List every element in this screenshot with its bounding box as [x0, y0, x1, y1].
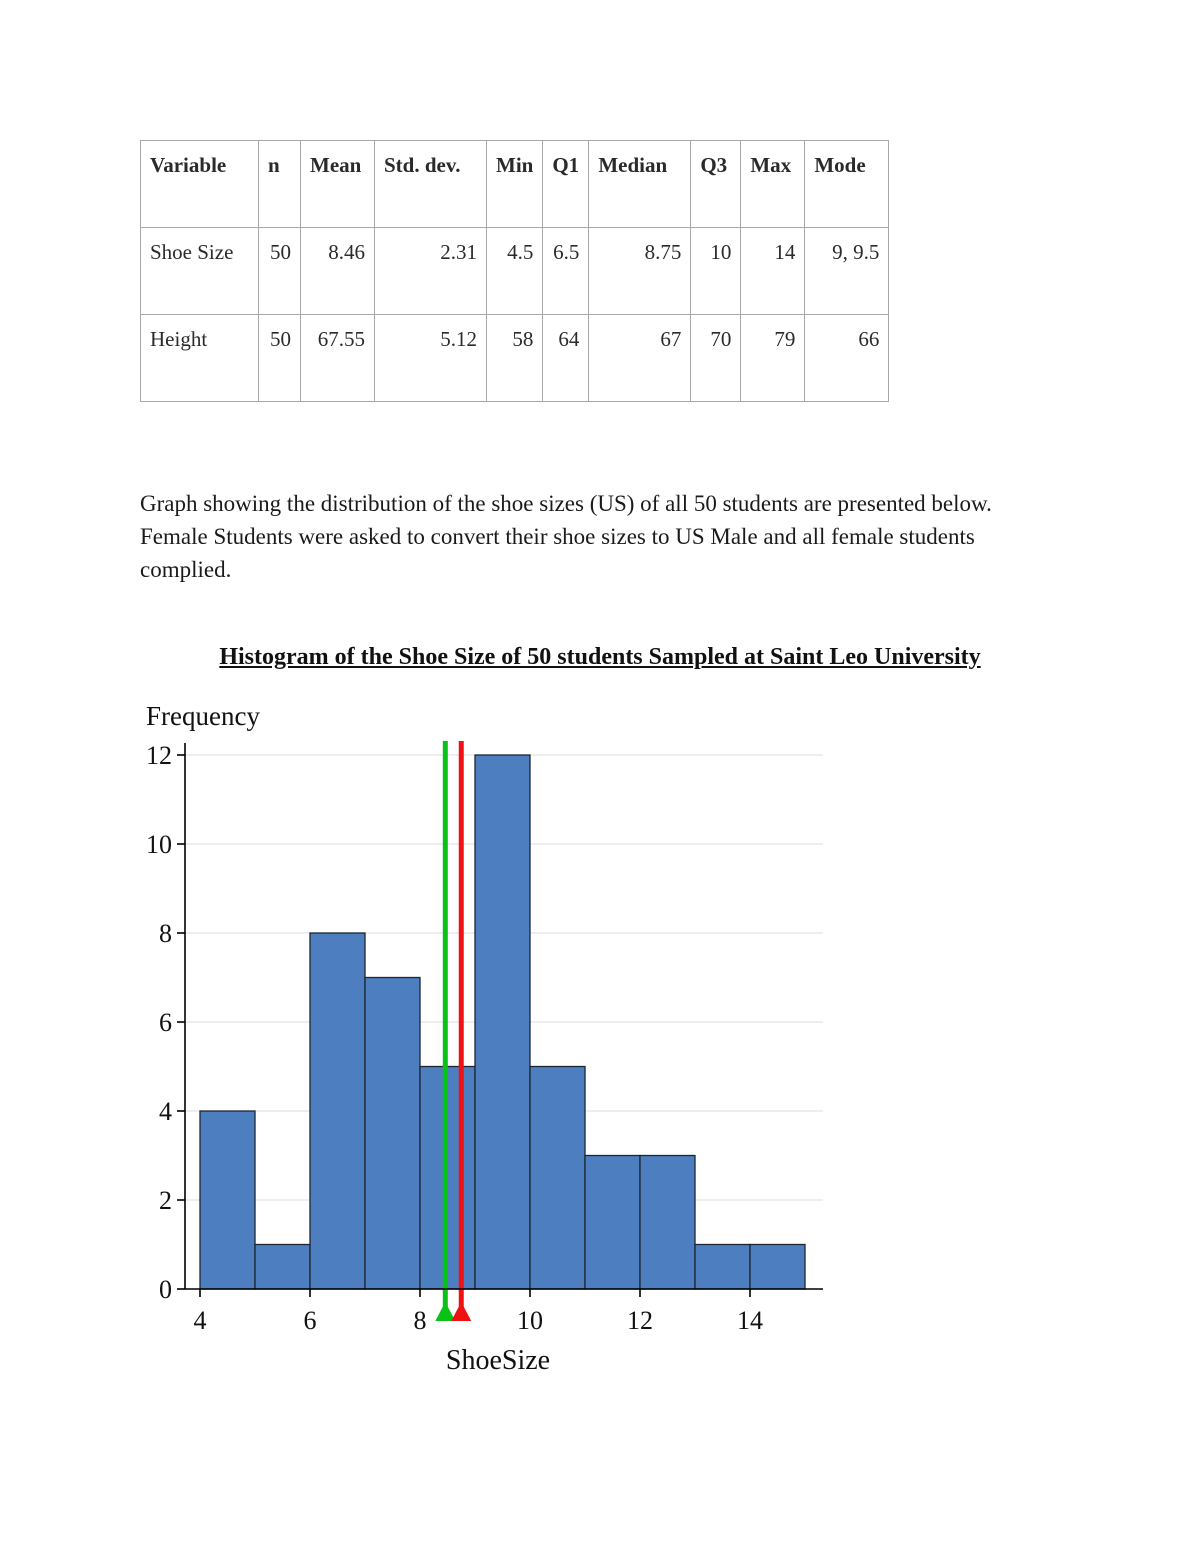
cell-q1: 6.5	[542, 227, 590, 315]
cell-min: 58	[485, 314, 544, 402]
histogram-bar	[309, 932, 366, 1290]
col-header-q3: Q3	[690, 140, 742, 228]
histogram-bar	[584, 1154, 641, 1290]
cell-n: 50	[258, 227, 301, 315]
col-header-mean: Mean	[300, 140, 375, 228]
cell-q1: 64	[542, 314, 590, 402]
cell-max: 79	[740, 314, 806, 402]
histogram-bar	[529, 1065, 586, 1290]
y-tick-label: 4	[159, 1097, 172, 1126]
y-tick-label: 10	[146, 830, 172, 859]
cell-mean: 67.55	[300, 314, 375, 402]
col-header-std-dev: Std. dev.	[374, 140, 487, 228]
chart-container: 0 2 4 6 8 10 12 4 6 8 10 12 14 Frequency ShoeSize	[140, 689, 1060, 1389]
cell-mean: 8.46	[300, 227, 375, 315]
histogram-bar	[639, 1154, 696, 1290]
col-header-n: n	[258, 140, 301, 228]
cell-min: 4.5	[485, 227, 544, 315]
y-tick-label: 12	[146, 741, 172, 770]
x-tick-label: 10	[517, 1306, 543, 1335]
table-header-row: Variable n Mean Std. dev. Min Q1 Median …	[140, 140, 890, 228]
cell-median: 67	[588, 314, 692, 402]
x-tick-label: 8	[414, 1306, 427, 1335]
cell-std-dev: 2.31	[374, 227, 487, 315]
x-axis-title: ShoeSize	[446, 1345, 550, 1376]
description-paragraph: Graph showing the distribution of the sh…	[140, 491, 992, 582]
y-tick-label: 2	[159, 1186, 172, 1215]
cell-mode: 9, 9.5	[804, 227, 890, 315]
col-header-mode: Mode	[804, 140, 890, 228]
x-tick-label: 4	[194, 1306, 207, 1335]
histogram-bar	[199, 1110, 256, 1290]
y-tick-label: 0	[159, 1275, 172, 1304]
table-row-height: Height 50 67.55 5.12 58 64 67 70 79 66	[140, 314, 890, 402]
shoe-size-histogram-svg: 0 2 4 6 8 10 12 4 6 8 10 12 14 Frequency ShoeSize	[146, 701, 823, 1376]
cell-std-dev: 5.12	[374, 314, 487, 402]
histogram-bar	[474, 754, 531, 1290]
x-tick-label: 6	[304, 1306, 317, 1335]
y-axis-title: Frequency	[146, 701, 260, 731]
median-marker-icon	[451, 1302, 472, 1321]
mean-marker-icon	[435, 1302, 456, 1321]
histogram-bar	[694, 1243, 751, 1290]
x-tick-label: 12	[627, 1306, 653, 1335]
y-tick-label: 8	[159, 919, 172, 948]
col-header-min: Min	[485, 140, 544, 228]
histogram-bar	[749, 1243, 806, 1290]
cell-variable: Shoe Size	[140, 227, 259, 315]
col-header-variable: Variable	[140, 140, 259, 228]
y-tick-label: 6	[159, 1008, 172, 1037]
col-header-max: Max	[740, 140, 806, 228]
col-header-median: Median	[588, 140, 692, 228]
histogram-bar	[254, 1243, 311, 1290]
cell-max: 14	[740, 227, 806, 315]
cell-median: 8.75	[588, 227, 692, 315]
histogram-bar	[364, 976, 421, 1290]
cell-variable: Height	[140, 314, 259, 402]
x-tick-label: 14	[737, 1306, 763, 1335]
chart-title: Histogram of the Shoe Size of 50 student…	[219, 644, 981, 670]
col-header-q1: Q1	[542, 140, 590, 228]
summary-stats-table: Variable n Mean Std. dev. Min Q1 Median …	[140, 140, 890, 402]
cell-q3: 70	[690, 314, 742, 402]
cell-q3: 10	[690, 227, 742, 315]
table-row-shoe-size: Shoe Size 50 8.46 2.31 4.5 6.5 8.75 10 1…	[140, 227, 890, 315]
cell-n: 50	[258, 314, 301, 402]
cell-mode: 66	[804, 314, 890, 402]
